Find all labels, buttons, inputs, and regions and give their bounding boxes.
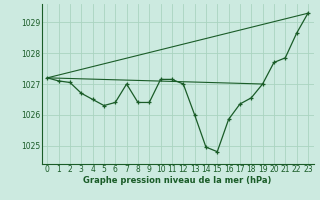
X-axis label: Graphe pression niveau de la mer (hPa): Graphe pression niveau de la mer (hPa) [84,176,272,185]
